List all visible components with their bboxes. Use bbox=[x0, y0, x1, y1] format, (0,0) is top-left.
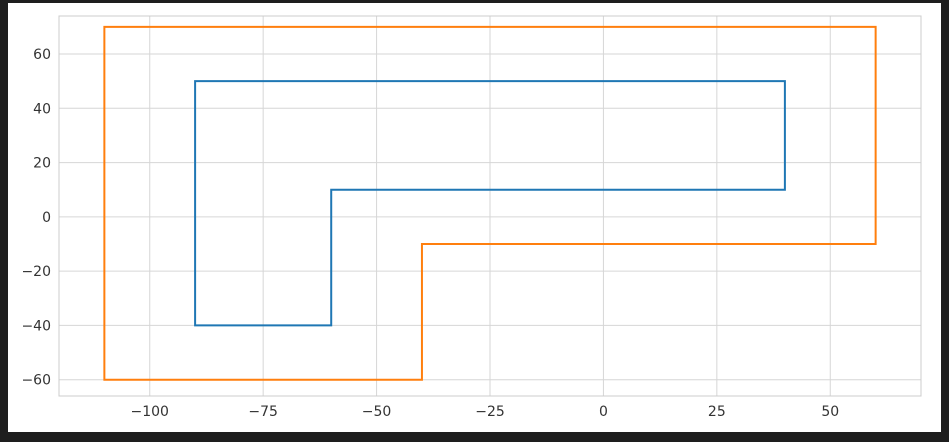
y-tick-label: 40 bbox=[33, 101, 51, 117]
x-tick-label: −75 bbox=[248, 404, 278, 420]
y-tick-label: −60 bbox=[21, 373, 51, 389]
grid bbox=[59, 16, 921, 396]
x-tick-label: −100 bbox=[131, 404, 169, 420]
series-line-1 bbox=[194, 80, 786, 327]
y-tick-label: −40 bbox=[21, 318, 51, 334]
x-tick-label: 50 bbox=[821, 404, 839, 420]
x-tick-label: 0 bbox=[599, 404, 608, 420]
plot-lines bbox=[103, 25, 877, 381]
x-tick-label: −50 bbox=[362, 404, 392, 420]
figure: −100 −75 −50 −25 0 25 50 −60 −40 −20 0 20 40 60 bbox=[8, 3, 941, 432]
x-axis-ticks: −100 −75 −50 −25 0 25 50 bbox=[131, 404, 840, 420]
y-axis-ticks: −60 −40 −20 0 20 40 60 bbox=[21, 47, 51, 389]
y-tick-label: 0 bbox=[42, 210, 51, 226]
x-tick-label: 25 bbox=[708, 404, 726, 420]
y-tick-label: −20 bbox=[21, 264, 51, 280]
series-line-2 bbox=[103, 25, 877, 381]
x-tick-label: −25 bbox=[475, 404, 505, 420]
line-chart: −100 −75 −50 −25 0 25 50 −60 −40 −20 0 20 40 60 bbox=[21, 15, 922, 420]
plot-frame bbox=[58, 15, 922, 397]
y-tick-label: 60 bbox=[33, 47, 51, 63]
y-tick-label: 20 bbox=[33, 156, 51, 172]
